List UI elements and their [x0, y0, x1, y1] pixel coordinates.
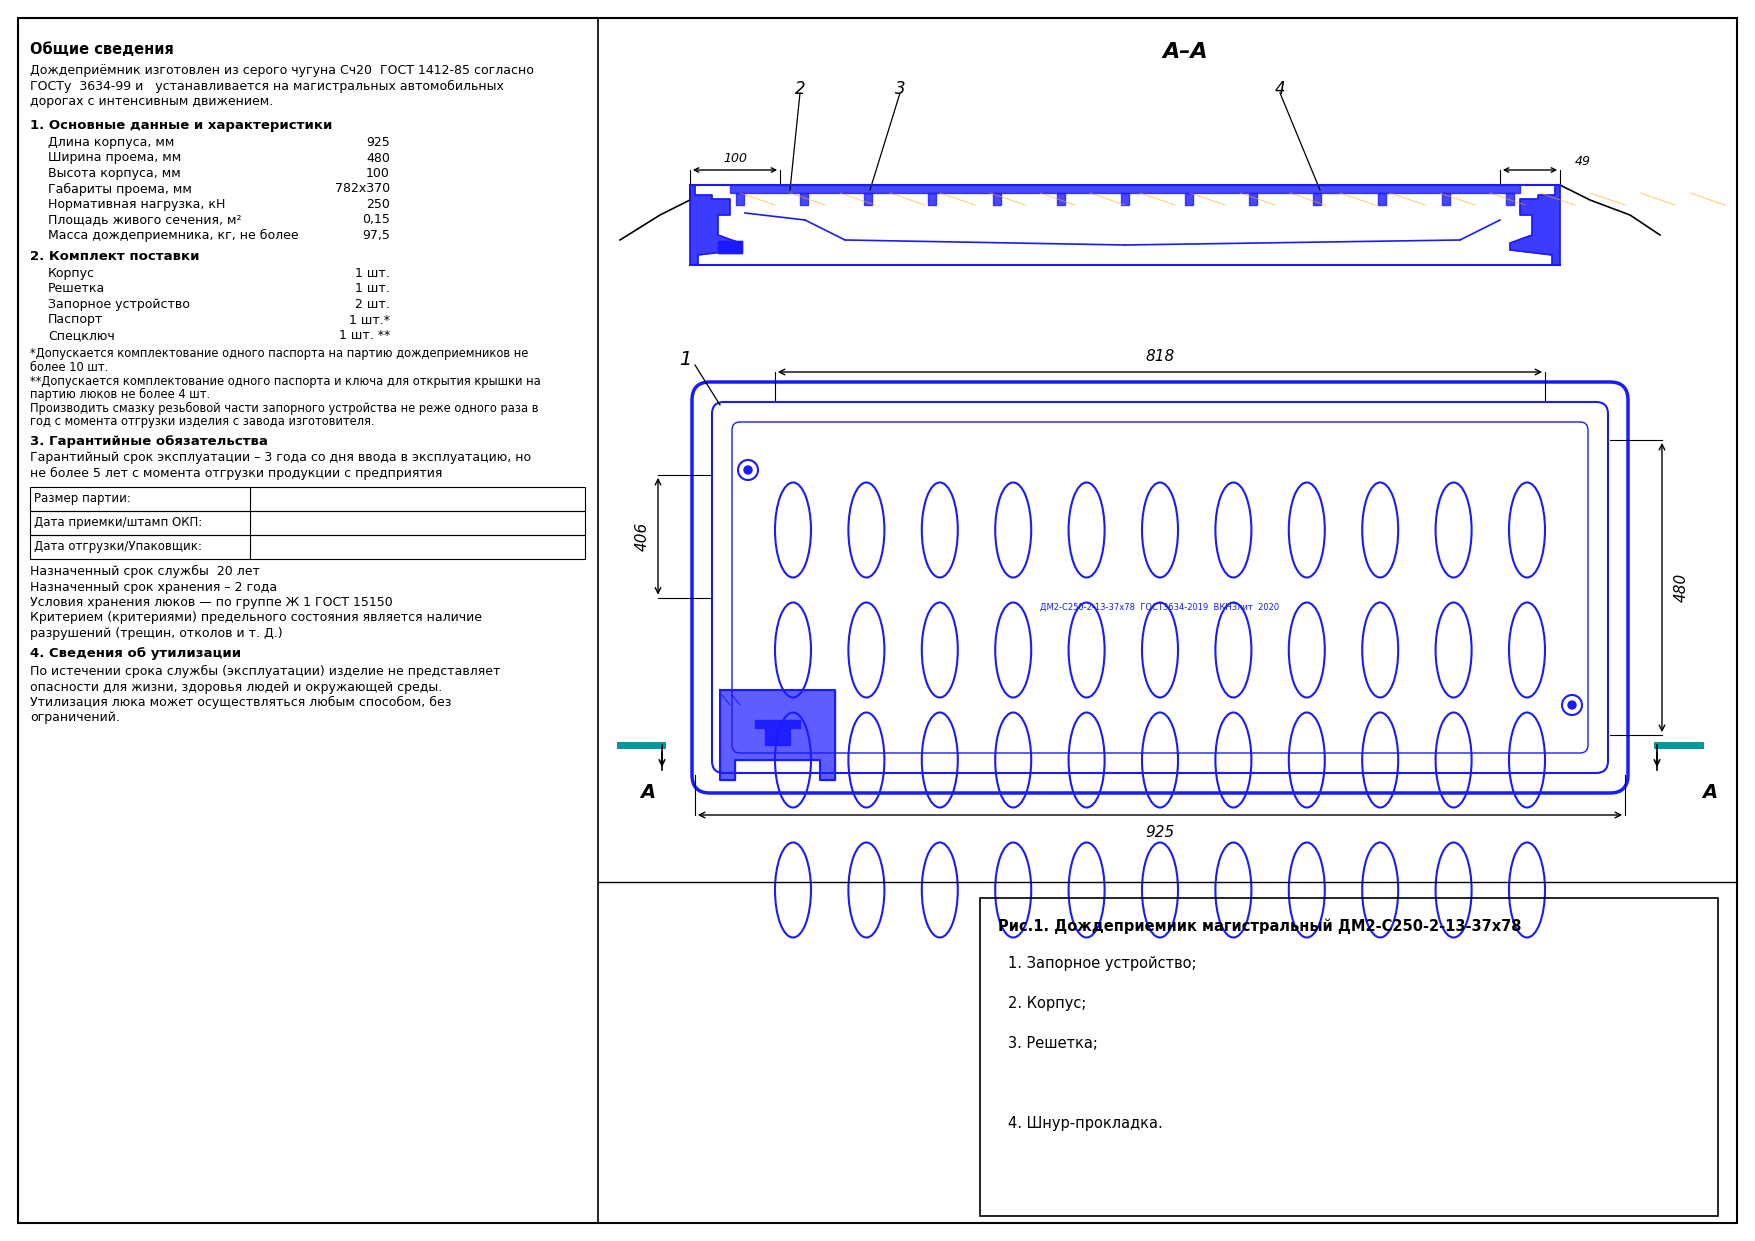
- Polygon shape: [690, 185, 741, 266]
- Polygon shape: [1378, 194, 1386, 205]
- Text: Размер партии:: Размер партии:: [33, 491, 132, 505]
- Text: 925: 925: [1146, 825, 1174, 840]
- Text: партию люков не более 4 шт.: партию люков не более 4 шт.: [30, 388, 211, 401]
- Text: **Допускается комплектование одного паспорта и ключа для открытия крышки на: **Допускается комплектование одного пасп…: [30, 375, 541, 387]
- Text: 100: 100: [367, 168, 390, 180]
- Text: 818: 818: [1146, 349, 1174, 364]
- Text: 1 шт.: 1 шт.: [355, 283, 390, 295]
- Text: А: А: [641, 783, 656, 802]
- Polygon shape: [1121, 194, 1128, 205]
- Text: 1. Запорное устройство;: 1. Запорное устройство;: [1007, 956, 1197, 970]
- Text: *Допускается комплектование одного паспорта на партию дождеприемников не: *Допускается комплектование одного паспо…: [30, 347, 528, 360]
- Polygon shape: [1506, 194, 1515, 205]
- Polygon shape: [1250, 194, 1257, 205]
- Text: Масса дождеприемника, кг, не более: Масса дождеприемника, кг, не более: [47, 230, 298, 242]
- Polygon shape: [720, 690, 835, 781]
- Polygon shape: [1313, 194, 1322, 205]
- Text: Габариты проема, мм: Габариты проема, мм: [47, 182, 191, 196]
- Text: ДМ2-С250-2-13-37х78  ГОСТ3634-2019  ВКН3лит  2020: ДМ2-С250-2-13-37х78 ГОСТ3634-2019 ВКН3ли…: [1041, 603, 1279, 612]
- Bar: [979, 898, 1718, 1216]
- Text: Критерием (критериями) предельного состояния является наличие: Критерием (критериями) предельного состо…: [30, 612, 483, 624]
- Text: Запорное устройство: Запорное устройство: [47, 298, 190, 311]
- Text: Дождеприёмник изготовлен из серого чугуна Сч20  ГОСТ 1412-85 согласно: Дождеприёмник изготовлен из серого чугун…: [30, 65, 534, 77]
- Text: Длина корпуса, мм: Длина корпуса, мм: [47, 137, 174, 149]
- Text: 480: 480: [1674, 573, 1688, 602]
- Text: А–А: А–А: [1162, 42, 1207, 62]
- Text: Рис.1. Дождеприемник магистральный ДМ2-С250-2-13-37х78: Рис.1. Дождеприемник магистральный ДМ2-С…: [999, 918, 1522, 933]
- Text: Дата приемки/штамп ОКП:: Дата приемки/штамп ОКП:: [33, 516, 202, 529]
- Text: Ширина проема, мм: Ширина проема, мм: [47, 151, 181, 165]
- Text: 2 шт.: 2 шт.: [355, 298, 390, 311]
- Text: 2. Корпус;: 2. Корпус;: [1007, 997, 1086, 1011]
- Text: Назначенный срок хранения – 2 года: Назначенный срок хранения – 2 года: [30, 581, 277, 593]
- Text: ограничений.: ограничений.: [30, 711, 119, 725]
- Text: разрушений (трещин, отколов и т. Д.): разрушений (трещин, отколов и т. Д.): [30, 627, 283, 640]
- Polygon shape: [993, 194, 1000, 205]
- Text: год с момента отгрузки изделия с завода изготовителя.: год с момента отгрузки изделия с завода …: [30, 414, 374, 428]
- Polygon shape: [1509, 185, 1560, 266]
- Text: 782x370: 782x370: [335, 182, 390, 196]
- Bar: [718, 241, 742, 253]
- Text: 250: 250: [367, 199, 390, 211]
- Text: опасности для жизни, здоровья людей и окружающей среды.: опасности для жизни, здоровья людей и ок…: [30, 680, 442, 694]
- Text: 1: 1: [679, 350, 691, 369]
- Text: 3. Решетка;: 3. Решетка;: [1007, 1036, 1099, 1051]
- Polygon shape: [755, 720, 800, 745]
- Polygon shape: [863, 194, 872, 205]
- Polygon shape: [1185, 194, 1193, 205]
- Text: Площадь живого сечения, м²: Площадь живого сечения, м²: [47, 213, 242, 227]
- Text: 2. Комплект поставки: 2. Комплект поставки: [30, 249, 200, 263]
- Text: не более 5 лет с момента отгрузки продукции с предприятия: не более 5 лет с момента отгрузки продук…: [30, 467, 442, 479]
- Text: По истечении срока службы (эксплуатации) изделие не представляет: По истечении срока службы (эксплуатации)…: [30, 665, 500, 678]
- Text: 1 шт. **: 1 шт. **: [339, 329, 390, 343]
- Bar: [30, 535, 584, 558]
- Text: 1 шт.*: 1 шт.*: [349, 314, 390, 326]
- Polygon shape: [928, 194, 937, 205]
- Text: 925: 925: [367, 137, 390, 149]
- Bar: [30, 511, 584, 535]
- Text: 1 шт.: 1 шт.: [355, 267, 390, 280]
- Polygon shape: [1057, 194, 1065, 205]
- Polygon shape: [730, 185, 1520, 194]
- Polygon shape: [718, 241, 742, 253]
- Text: Спецключ: Спецключ: [47, 329, 114, 343]
- Text: Корпус: Корпус: [47, 267, 95, 280]
- Text: Высота корпуса, мм: Высота корпуса, мм: [47, 168, 181, 180]
- Text: Производить смазку резьбовой части запорного устройства не реже одного раза в: Производить смазку резьбовой части запор…: [30, 402, 539, 414]
- Polygon shape: [1443, 194, 1450, 205]
- Text: 3: 3: [895, 79, 906, 98]
- Polygon shape: [800, 194, 807, 205]
- Text: 100: 100: [723, 151, 748, 165]
- Text: 1. Основные данные и характеристики: 1. Основные данные и характеристики: [30, 118, 332, 132]
- Text: 4. Шнур-прокладка.: 4. Шнур-прокладка.: [1007, 1116, 1164, 1131]
- Text: 2: 2: [795, 79, 806, 98]
- Bar: [30, 486, 584, 511]
- Text: Паспорт: Паспорт: [47, 314, 104, 326]
- Text: 97,5: 97,5: [362, 230, 390, 242]
- Circle shape: [744, 467, 751, 474]
- Text: 4: 4: [1274, 79, 1285, 98]
- Text: Решетка: Решетка: [47, 283, 105, 295]
- Text: Условия хранения люков — по группе Ж 1 ГОСТ 15150: Условия хранения люков — по группе Ж 1 Г…: [30, 596, 393, 609]
- Text: 406: 406: [635, 521, 649, 551]
- Text: 0,15: 0,15: [362, 213, 390, 227]
- Text: 3. Гарантийные обязательства: 3. Гарантийные обязательства: [30, 434, 269, 448]
- Text: Нормативная нагрузка, кН: Нормативная нагрузка, кН: [47, 199, 225, 211]
- Text: 49: 49: [1574, 155, 1592, 168]
- Text: Назначенный срок службы  20 лет: Назначенный срок службы 20 лет: [30, 565, 260, 578]
- Circle shape: [1567, 701, 1576, 709]
- Text: Гарантийный срок эксплуатации – 3 года со дня ввода в эксплуатацию, но: Гарантийный срок эксплуатации – 3 года с…: [30, 450, 532, 464]
- Text: 480: 480: [367, 151, 390, 165]
- Polygon shape: [735, 194, 744, 205]
- Text: ГОСТу  3634-99 и   устанавливается на магистральных автомобильных: ГОСТу 3634-99 и устанавливается на магис…: [30, 79, 504, 93]
- Text: А: А: [1702, 783, 1718, 802]
- Text: дорогах с интенсивным движением.: дорогах с интенсивным движением.: [30, 96, 274, 108]
- Text: более 10 шт.: более 10 шт.: [30, 361, 109, 374]
- Text: Общие сведения: Общие сведения: [30, 42, 174, 57]
- Text: Утилизация люка может осуществляться любым способом, без: Утилизация люка может осуществляться люб…: [30, 696, 451, 709]
- Text: Дата отгрузки/Упаковщик:: Дата отгрузки/Упаковщик:: [33, 540, 202, 553]
- Text: 4. Сведения об утилизации: 4. Сведения об утилизации: [30, 648, 240, 660]
